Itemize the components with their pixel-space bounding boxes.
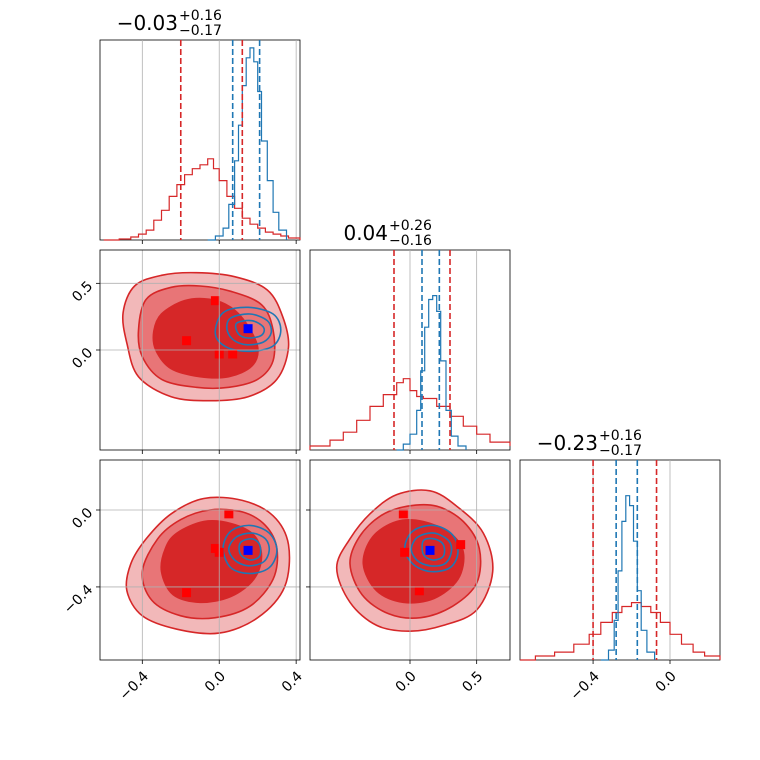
contour-blue-inner — [234, 319, 266, 339]
axis-frame — [309, 459, 511, 661]
contour-blue-outer — [222, 524, 278, 575]
panels: −0.4 0.0 0.4 0.0 0.5 −0.4 0.0 0.0 0.5 −0.4 0.0 — [61, 39, 721, 704]
y-tick-label: 0.0 — [69, 345, 96, 372]
axis-frame — [519, 459, 721, 661]
contour-panel-p1_vs_p0 — [96, 249, 301, 454]
titles: −0.03 +0.16−0.170.04 +0.26−0.16−0.23 +0.16−… — [117, 8, 642, 459]
axis-frame — [99, 459, 301, 661]
contour-red-inner — [160, 520, 263, 604]
x-tick-label: −0.4 — [117, 668, 152, 703]
x-tick-label: 0.4 — [279, 668, 306, 695]
x-tick-label: 0.0 — [202, 668, 229, 695]
histogram-blue — [207, 47, 288, 241]
histogram-red — [103, 158, 301, 241]
sample-marker-red — [228, 349, 238, 359]
sample-marker-red — [414, 586, 424, 596]
title-median: −0.03 — [117, 11, 178, 35]
sample-marker-blue — [425, 545, 435, 555]
histogram-red — [520, 602, 721, 661]
sample-marker-red — [398, 509, 408, 519]
y-tick-label: 0.5 — [69, 278, 96, 305]
sample-marker-blue — [243, 324, 253, 334]
diagonal-panel-1 — [309, 249, 511, 454]
title-median: −0.23 — [537, 431, 598, 455]
y-tick-label: −0.4 — [61, 582, 96, 617]
diagonal-panel-2 — [519, 459, 721, 664]
x-tick-label: 0.5 — [459, 668, 486, 695]
contour-panel-p2_vs_p1 — [306, 459, 511, 664]
title-median: 0.04 — [343, 221, 388, 245]
y-tick-label: 0.0 — [69, 505, 96, 532]
title-minus: −0.16 — [389, 233, 432, 249]
histogram-blue — [600, 495, 656, 661]
histogram-blue — [396, 295, 467, 451]
x-tick-label: 0.0 — [653, 668, 680, 695]
x-tick-label: 0.0 — [393, 668, 420, 695]
title-plus: +0.16 — [599, 428, 642, 444]
x-tick-label: −0.4 — [567, 668, 602, 703]
x-tick-labels: −0.4 0.0 0.4 0.0 0.5 −0.4 0.0 — [117, 668, 680, 703]
histogram-red — [309, 378, 511, 450]
contour-blue-mid — [410, 532, 453, 567]
title-minus: −0.17 — [599, 443, 642, 459]
contour-blue-inner — [238, 537, 262, 561]
title-plus: +0.26 — [389, 218, 432, 234]
axis-frame — [99, 39, 301, 241]
diagonal-panel-0 — [99, 39, 301, 244]
contour-blue-mid — [226, 313, 273, 346]
sample-marker-red — [182, 336, 192, 346]
y-tick-labels: 0.0 0.5 −0.4 0.0 — [61, 278, 96, 617]
contour-blue-inner — [421, 537, 446, 561]
sample-marker-red — [210, 296, 220, 306]
sample-marker-red — [456, 540, 466, 550]
sample-marker-red — [224, 509, 234, 519]
title-plus: +0.16 — [179, 8, 222, 24]
contour-blue-outer — [214, 306, 282, 353]
sample-marker-red — [400, 547, 410, 557]
contour-blue-mid — [227, 532, 271, 567]
sample-marker-blue — [243, 545, 253, 555]
title-minus: −0.17 — [179, 23, 222, 39]
contour-panel-p2_vs_p0 — [96, 459, 301, 664]
axis-frame — [99, 249, 301, 451]
sample-marker-red — [182, 588, 192, 598]
